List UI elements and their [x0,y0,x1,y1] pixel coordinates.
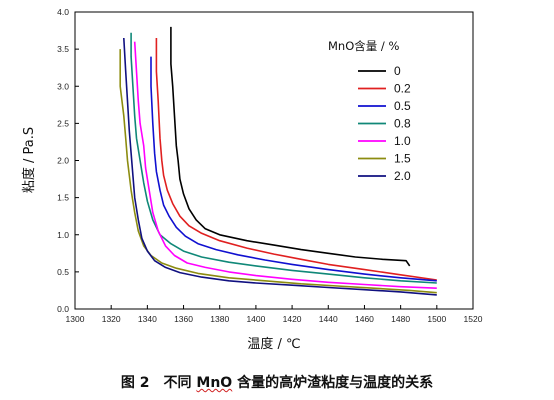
y-tick-label: 0.0 [57,304,69,314]
x-tick-label: 1300 [66,314,85,324]
series-lines [119,26,437,296]
series-line-0.8 [130,32,437,284]
x-tick-label: 1340 [138,314,157,324]
legend-label-0.5: 0.5 [394,99,411,113]
x-tick-label: 1480 [391,314,410,324]
series-line-2.0 [123,37,437,296]
legend-label-0.8: 0.8 [394,117,411,131]
y-tick-label: 3.0 [57,81,69,91]
x-tick-label: 1380 [210,314,229,324]
legend: MnO含量 / % 0 0.2 0.5 0.8 1.0 1.5 2.0 [328,39,411,183]
y-tick-label: 1.0 [57,230,69,240]
y-tick-label: 3.5 [57,44,69,54]
legend-label-0: 0 [394,64,401,78]
y-axis-ticks: 0.0 0.5 1.0 1.5 2.0 2.5 3.0 3.5 4.0 [57,7,79,314]
caption-figure-number: 图 2 [120,375,150,391]
x-tick-label: 1440 [319,314,338,324]
caption-text-suffix: 含量的高炉渣粘度与温度的关系 [232,375,434,391]
legend-label-2.0: 2.0 [394,169,411,183]
y-tick-label: 0.5 [57,267,69,277]
legend-label-0.2: 0.2 [394,82,411,96]
y-tick-label: 1.5 [57,193,69,203]
figure-caption: 图 2 不同 MnO 含量的高炉渣粘度与温度的关系 [0,372,554,392]
y-tick-label: 2.5 [57,118,69,128]
x-tick-label: 1500 [427,314,446,324]
legend-label-1.5: 1.5 [394,152,411,166]
x-tick-label: 1320 [102,314,121,324]
y-tick-label: 4.0 [57,7,69,17]
y-tick-label: 2.0 [57,156,69,166]
legend-label-1.0: 1.0 [394,134,411,148]
legend-title: MnO含量 / % [328,39,399,53]
series-line-1.5 [119,49,437,294]
series-line-0 [170,26,411,267]
x-tick-label: 1360 [174,314,193,324]
x-axis-ticks: 1300 1320 1340 1360 1380 1400 1420 1440 1460 1480… [66,305,483,324]
series-line-0.5 [150,56,437,282]
series-line-1.0 [133,41,437,289]
plot-frame [74,11,474,310]
x-tick-label: 1520 [464,314,483,324]
caption-text-prefix: 不同 [163,375,197,391]
x-tick-label: 1400 [246,314,265,324]
x-tick-label: 1420 [283,314,302,324]
x-tick-label: 1460 [355,314,374,324]
y-axis-title: 粘度 / Pa.S [21,127,37,193]
caption-text-underlined: MnO [196,375,233,391]
chart: 1300 1320 1340 1360 1380 1400 1420 1440 1460 1480… [21,7,483,352]
x-axis-title: 温度 / ℃ [247,336,300,352]
series-line-0.2 [155,38,437,281]
